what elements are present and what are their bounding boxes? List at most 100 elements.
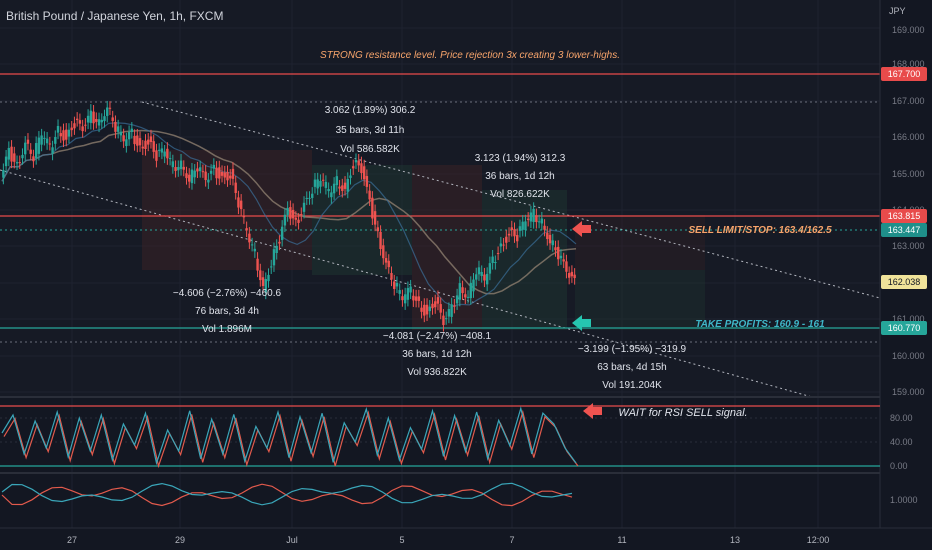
candle-body xyxy=(409,286,412,293)
candle-body xyxy=(565,261,568,272)
candle-body xyxy=(477,267,481,275)
candle-body xyxy=(480,271,483,277)
candle-body xyxy=(425,304,429,315)
candle-body xyxy=(573,274,576,279)
candle-body xyxy=(436,297,440,304)
candle-body xyxy=(343,182,347,189)
candle-body xyxy=(483,274,486,281)
channel-top-line xyxy=(141,101,881,299)
measurement-line3: Vol 1.896M xyxy=(202,324,252,335)
measurement-line3: Vol 191.204K xyxy=(602,380,662,391)
candle-body xyxy=(149,136,153,143)
time-tick-label: 12:00 xyxy=(807,535,830,545)
candle-body xyxy=(540,218,544,224)
price-tick-label: 165.000 xyxy=(892,169,925,179)
price-tick-label: 168.000 xyxy=(892,59,925,69)
price-tick-label: 167.000 xyxy=(892,96,925,106)
candle-body xyxy=(24,142,27,155)
candle-body xyxy=(7,147,11,160)
candle-body xyxy=(475,274,478,280)
candle-body xyxy=(152,141,155,152)
tp-arrow xyxy=(572,315,591,331)
candle-body xyxy=(198,167,202,172)
candle-body xyxy=(567,273,571,278)
candle-body xyxy=(168,158,172,160)
candle-body xyxy=(311,193,314,198)
candle-body xyxy=(338,186,341,189)
measurement-label: −4.606 (−2.76%) −460.6 76 bars, 3d 4h Vo… xyxy=(173,288,282,335)
sell-label: SELL LIMIT/STOP: 163.4/162.5 xyxy=(688,225,831,236)
price-badge xyxy=(881,209,927,223)
osc-axis[interactable]: 1.0000 xyxy=(890,495,918,505)
candle-body xyxy=(86,115,90,123)
price-badge-label: 163.815 xyxy=(888,211,921,221)
candle-body xyxy=(37,137,41,154)
descending-channel xyxy=(0,101,881,398)
candle-body xyxy=(362,166,366,180)
candle-body xyxy=(335,176,339,186)
price-badge-label: 162.038 xyxy=(888,277,921,287)
candle-body xyxy=(67,129,71,137)
candle-body xyxy=(379,231,382,250)
candle-body xyxy=(89,110,93,123)
candle-body xyxy=(453,305,456,307)
candle-body xyxy=(248,233,251,243)
candle-body xyxy=(56,126,60,133)
candle-body xyxy=(305,197,308,199)
measurement-line2: 35 bars, 3d 11h xyxy=(336,125,405,136)
candle-body xyxy=(209,170,213,174)
candle-body xyxy=(294,217,298,220)
moving-averages xyxy=(1,122,577,307)
candle-body xyxy=(461,287,464,294)
candle-body xyxy=(204,171,207,181)
candle-body xyxy=(40,135,43,145)
price-badge-label: 167.700 xyxy=(888,69,921,79)
measurement-line2: 63 bars, 4d 15h xyxy=(597,362,667,373)
oscillator-pane[interactable] xyxy=(1,482,573,507)
candle-body xyxy=(116,126,120,132)
candle-body xyxy=(524,221,527,231)
candle-body xyxy=(122,135,125,142)
candle-body xyxy=(368,190,371,200)
candle-body xyxy=(450,304,453,317)
time-tick-label: Jul xyxy=(286,535,298,545)
candle-body xyxy=(535,215,538,223)
candle-body xyxy=(439,304,442,313)
candle-body xyxy=(455,295,459,304)
price-tick-label: 163.000 xyxy=(892,241,925,251)
time-tick-label: 29 xyxy=(175,535,185,545)
candle-body xyxy=(510,227,513,230)
time-axis[interactable]: 27 29 Jul 5 7 11 13 12:00 xyxy=(67,535,829,545)
candle-body xyxy=(464,294,467,298)
candle-body xyxy=(420,307,423,312)
candle-body xyxy=(516,235,519,242)
candle-body xyxy=(220,171,224,176)
price-axis-currency: JPY xyxy=(889,6,906,16)
candle-body xyxy=(133,135,136,145)
sell-arrow xyxy=(572,221,591,237)
symbol-title[interactable]: British Pound / Japanese Yen, 1h, FXCM xyxy=(6,9,223,23)
time-tick-label: 11 xyxy=(617,535,626,545)
candle-body xyxy=(354,160,358,163)
candle-body xyxy=(278,241,281,244)
candle-body xyxy=(81,126,84,132)
candle-body xyxy=(270,266,273,268)
candle-body xyxy=(166,148,169,159)
candle-body xyxy=(108,107,112,109)
candle-body xyxy=(97,119,101,126)
candle-body xyxy=(201,171,205,173)
candle-body xyxy=(502,244,505,246)
price-tick-label: 160.000 xyxy=(892,351,925,361)
candle-body xyxy=(163,151,166,157)
candle-body xyxy=(275,245,278,254)
rsi-axis[interactable]: 80.00 40.00 0.00 xyxy=(890,413,913,471)
candle-body xyxy=(190,169,194,184)
rsi-pane[interactable] xyxy=(0,405,880,469)
rsi-tick-label: 0.00 xyxy=(890,461,908,471)
candle-body xyxy=(319,180,322,187)
candle-body xyxy=(376,227,380,232)
candle-body xyxy=(75,118,79,121)
candle-body xyxy=(551,240,554,246)
